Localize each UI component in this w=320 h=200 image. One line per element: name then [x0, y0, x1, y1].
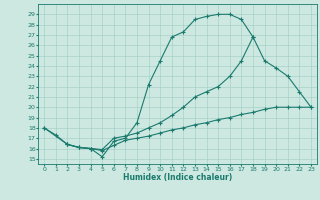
X-axis label: Humidex (Indice chaleur): Humidex (Indice chaleur) — [123, 173, 232, 182]
